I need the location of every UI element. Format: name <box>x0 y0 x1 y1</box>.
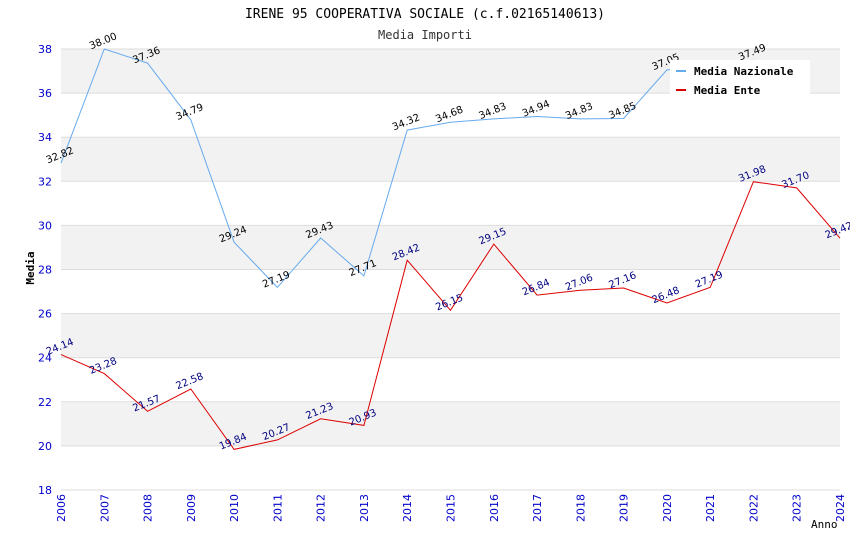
x-tick-label: 2022 <box>747 494 760 522</box>
grid-band <box>61 137 840 182</box>
y-tick-label: 30 <box>38 219 52 232</box>
y-tick-label: 24 <box>38 352 52 365</box>
x-tick-label: 2006 <box>55 494 68 522</box>
chart-title: IRENE 95 COOPERATIVA SOCIALE (c.f.021651… <box>245 7 605 22</box>
grid-band <box>61 313 840 358</box>
y-tick-label: 18 <box>38 484 52 497</box>
y-tick-label: 22 <box>38 396 52 409</box>
y-tick-label: 32 <box>38 175 52 188</box>
x-tick-label: 2018 <box>574 494 587 522</box>
x-tick-label: 2013 <box>358 494 371 522</box>
legend: Media Nazionale Media Ente <box>670 60 810 98</box>
data-label: 34.32 <box>391 112 422 133</box>
legend-label: Media Nazionale <box>694 65 794 78</box>
x-tick-label: 2021 <box>704 494 717 522</box>
x-axis-label: Anno <box>811 518 838 531</box>
x-tick-label: 2011 <box>271 494 284 522</box>
x-axis-ticks: 2006 2007 2008 2009 2010 2011 2012 2013 2014 2015… <box>55 494 847 522</box>
grid-band <box>61 225 840 270</box>
x-tick-label: 2012 <box>315 494 328 522</box>
x-tick-label: 2020 <box>661 494 674 522</box>
series-lines <box>60 48 841 450</box>
x-tick-label: 2015 <box>445 494 458 522</box>
x-tick-label: 2017 <box>531 494 544 522</box>
x-tick-label: 2019 <box>618 494 631 522</box>
chart-subtitle: Media Importi <box>378 28 472 42</box>
data-label: 26.15 <box>434 293 465 314</box>
x-tick-label: 2023 <box>791 494 804 522</box>
y-tick-label: 36 <box>38 87 52 100</box>
grid-lines <box>61 48 840 491</box>
x-tick-label: 2024 <box>834 494 847 522</box>
y-tick-label: 34 <box>38 131 52 144</box>
y-tick-label: 38 <box>38 43 52 56</box>
grid-bands <box>61 49 840 446</box>
legend-label: Media Ente <box>694 84 761 97</box>
x-tick-label: 2007 <box>98 494 111 522</box>
x-tick-label: 2014 <box>401 494 414 522</box>
x-tick-label: 2016 <box>488 494 501 522</box>
y-tick-label: 20 <box>38 440 52 453</box>
x-tick-label: 2009 <box>185 494 198 522</box>
x-tick-label: 2010 <box>228 494 241 522</box>
grid-band <box>61 401 840 446</box>
y-axis-label: Media <box>24 251 37 284</box>
data-label: 26.84 <box>521 277 552 298</box>
x-tick-label: 2008 <box>142 494 155 522</box>
y-tick-label: 26 <box>38 308 52 321</box>
series-line-1 <box>60 48 754 289</box>
y-tick-label: 28 <box>38 264 52 277</box>
series-line-2 <box>60 181 841 450</box>
data-label: 27.19 <box>261 270 292 291</box>
y-axis-ticks: 18 20 22 24 26 28 30 32 34 36 38 <box>38 43 52 497</box>
legend-box <box>670 60 810 98</box>
